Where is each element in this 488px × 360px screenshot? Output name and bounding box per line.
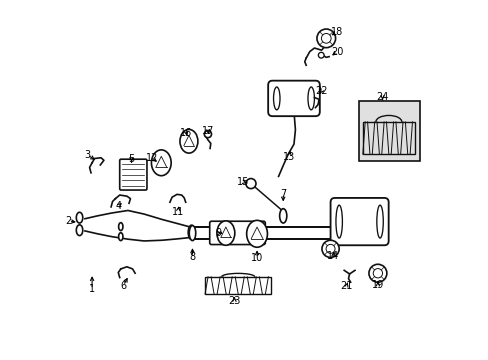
Ellipse shape bbox=[180, 130, 198, 153]
FancyBboxPatch shape bbox=[120, 159, 147, 190]
Text: 9: 9 bbox=[215, 228, 221, 238]
Text: 23: 23 bbox=[228, 296, 240, 306]
Ellipse shape bbox=[335, 205, 342, 238]
Text: 10: 10 bbox=[250, 253, 263, 263]
Circle shape bbox=[368, 264, 386, 282]
Ellipse shape bbox=[119, 233, 122, 240]
Text: 19: 19 bbox=[371, 280, 383, 290]
Text: 4: 4 bbox=[115, 201, 121, 211]
Ellipse shape bbox=[188, 225, 194, 239]
Text: 15: 15 bbox=[236, 177, 248, 187]
Circle shape bbox=[204, 131, 211, 138]
Text: 8: 8 bbox=[189, 252, 195, 262]
Text: 1: 1 bbox=[89, 284, 95, 294]
FancyBboxPatch shape bbox=[209, 221, 265, 244]
Bar bbox=[358, 101, 419, 161]
Text: 12: 12 bbox=[145, 153, 158, 163]
Text: 20: 20 bbox=[330, 46, 343, 57]
Circle shape bbox=[321, 240, 339, 257]
Circle shape bbox=[245, 179, 255, 189]
FancyBboxPatch shape bbox=[267, 81, 319, 116]
Ellipse shape bbox=[151, 150, 171, 176]
Text: 11: 11 bbox=[172, 207, 184, 217]
Circle shape bbox=[318, 52, 324, 58]
Circle shape bbox=[316, 29, 335, 48]
Text: 21: 21 bbox=[340, 281, 352, 291]
Circle shape bbox=[372, 269, 382, 278]
Circle shape bbox=[321, 33, 330, 43]
Text: 17: 17 bbox=[202, 126, 214, 135]
Ellipse shape bbox=[279, 209, 286, 223]
Ellipse shape bbox=[76, 212, 82, 223]
Text: 13: 13 bbox=[283, 152, 295, 162]
Ellipse shape bbox=[376, 205, 383, 238]
Ellipse shape bbox=[76, 225, 82, 235]
Text: 2: 2 bbox=[65, 216, 72, 226]
Text: 22: 22 bbox=[315, 86, 327, 96]
Text: 5: 5 bbox=[128, 154, 134, 164]
Ellipse shape bbox=[189, 226, 195, 240]
Text: 3: 3 bbox=[84, 150, 90, 160]
Text: 18: 18 bbox=[330, 27, 343, 37]
FancyBboxPatch shape bbox=[330, 198, 388, 245]
Ellipse shape bbox=[119, 223, 122, 230]
Text: 16: 16 bbox=[180, 128, 192, 138]
Text: 24: 24 bbox=[376, 92, 388, 102]
Text: 6: 6 bbox=[120, 281, 126, 291]
Ellipse shape bbox=[246, 220, 267, 247]
Text: 14: 14 bbox=[326, 251, 339, 261]
Ellipse shape bbox=[217, 221, 234, 245]
Text: 7: 7 bbox=[280, 189, 286, 199]
Ellipse shape bbox=[307, 87, 314, 110]
Ellipse shape bbox=[273, 87, 280, 110]
Circle shape bbox=[325, 244, 334, 253]
